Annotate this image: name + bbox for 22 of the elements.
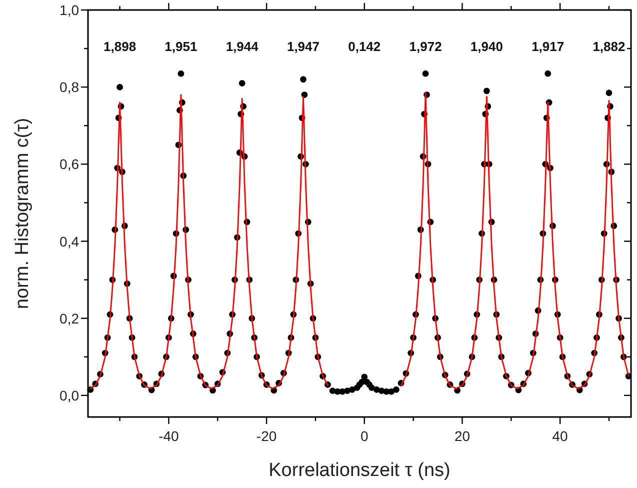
y-tick-label: 0,2 [60,310,80,326]
annotation: 1,972 [409,39,442,54]
annotation: 1,898 [104,39,136,54]
y-tick-label: 1,0 [60,2,80,18]
x-tick-label: 20 [454,428,470,444]
annotation: 1,947 [286,39,320,54]
annotation: 0,142 [348,39,381,54]
x-tick-label: -20 [256,428,277,444]
y-axis-title: norm. Histogramm c(τ) [12,118,33,310]
y-tick-label: 0,4 [60,233,80,250]
y-tick-label: 0,0 [60,387,80,404]
x-axis-title: Korrelationszeit τ (ns) [268,460,450,481]
annotation: 1,951 [164,39,198,54]
annotation: 1,917 [532,39,564,54]
y-tick-label: 0,8 [60,79,80,96]
annotation: 1,882 [592,39,626,54]
x-tick-label: -40 [158,428,180,444]
y-tick-label: 0,6 [60,156,80,172]
x-tick-label: 0 [360,428,368,444]
x-tick-label: 40 [552,428,568,444]
annotation: 1,940 [470,39,503,54]
annotation: 1,944 [226,39,260,54]
